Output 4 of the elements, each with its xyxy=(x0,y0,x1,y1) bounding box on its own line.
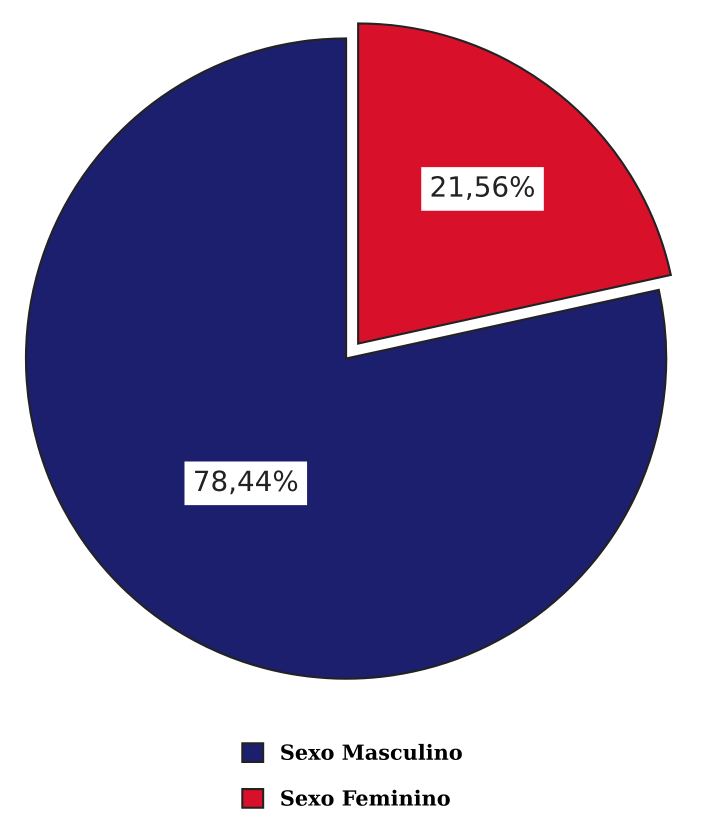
data-label: 21,56% xyxy=(432,176,534,200)
legend-label: Sexo Masculino xyxy=(281,744,462,760)
legend-label: Sexo Feminino xyxy=(281,790,450,806)
data-label: 78,44% xyxy=(195,470,298,494)
